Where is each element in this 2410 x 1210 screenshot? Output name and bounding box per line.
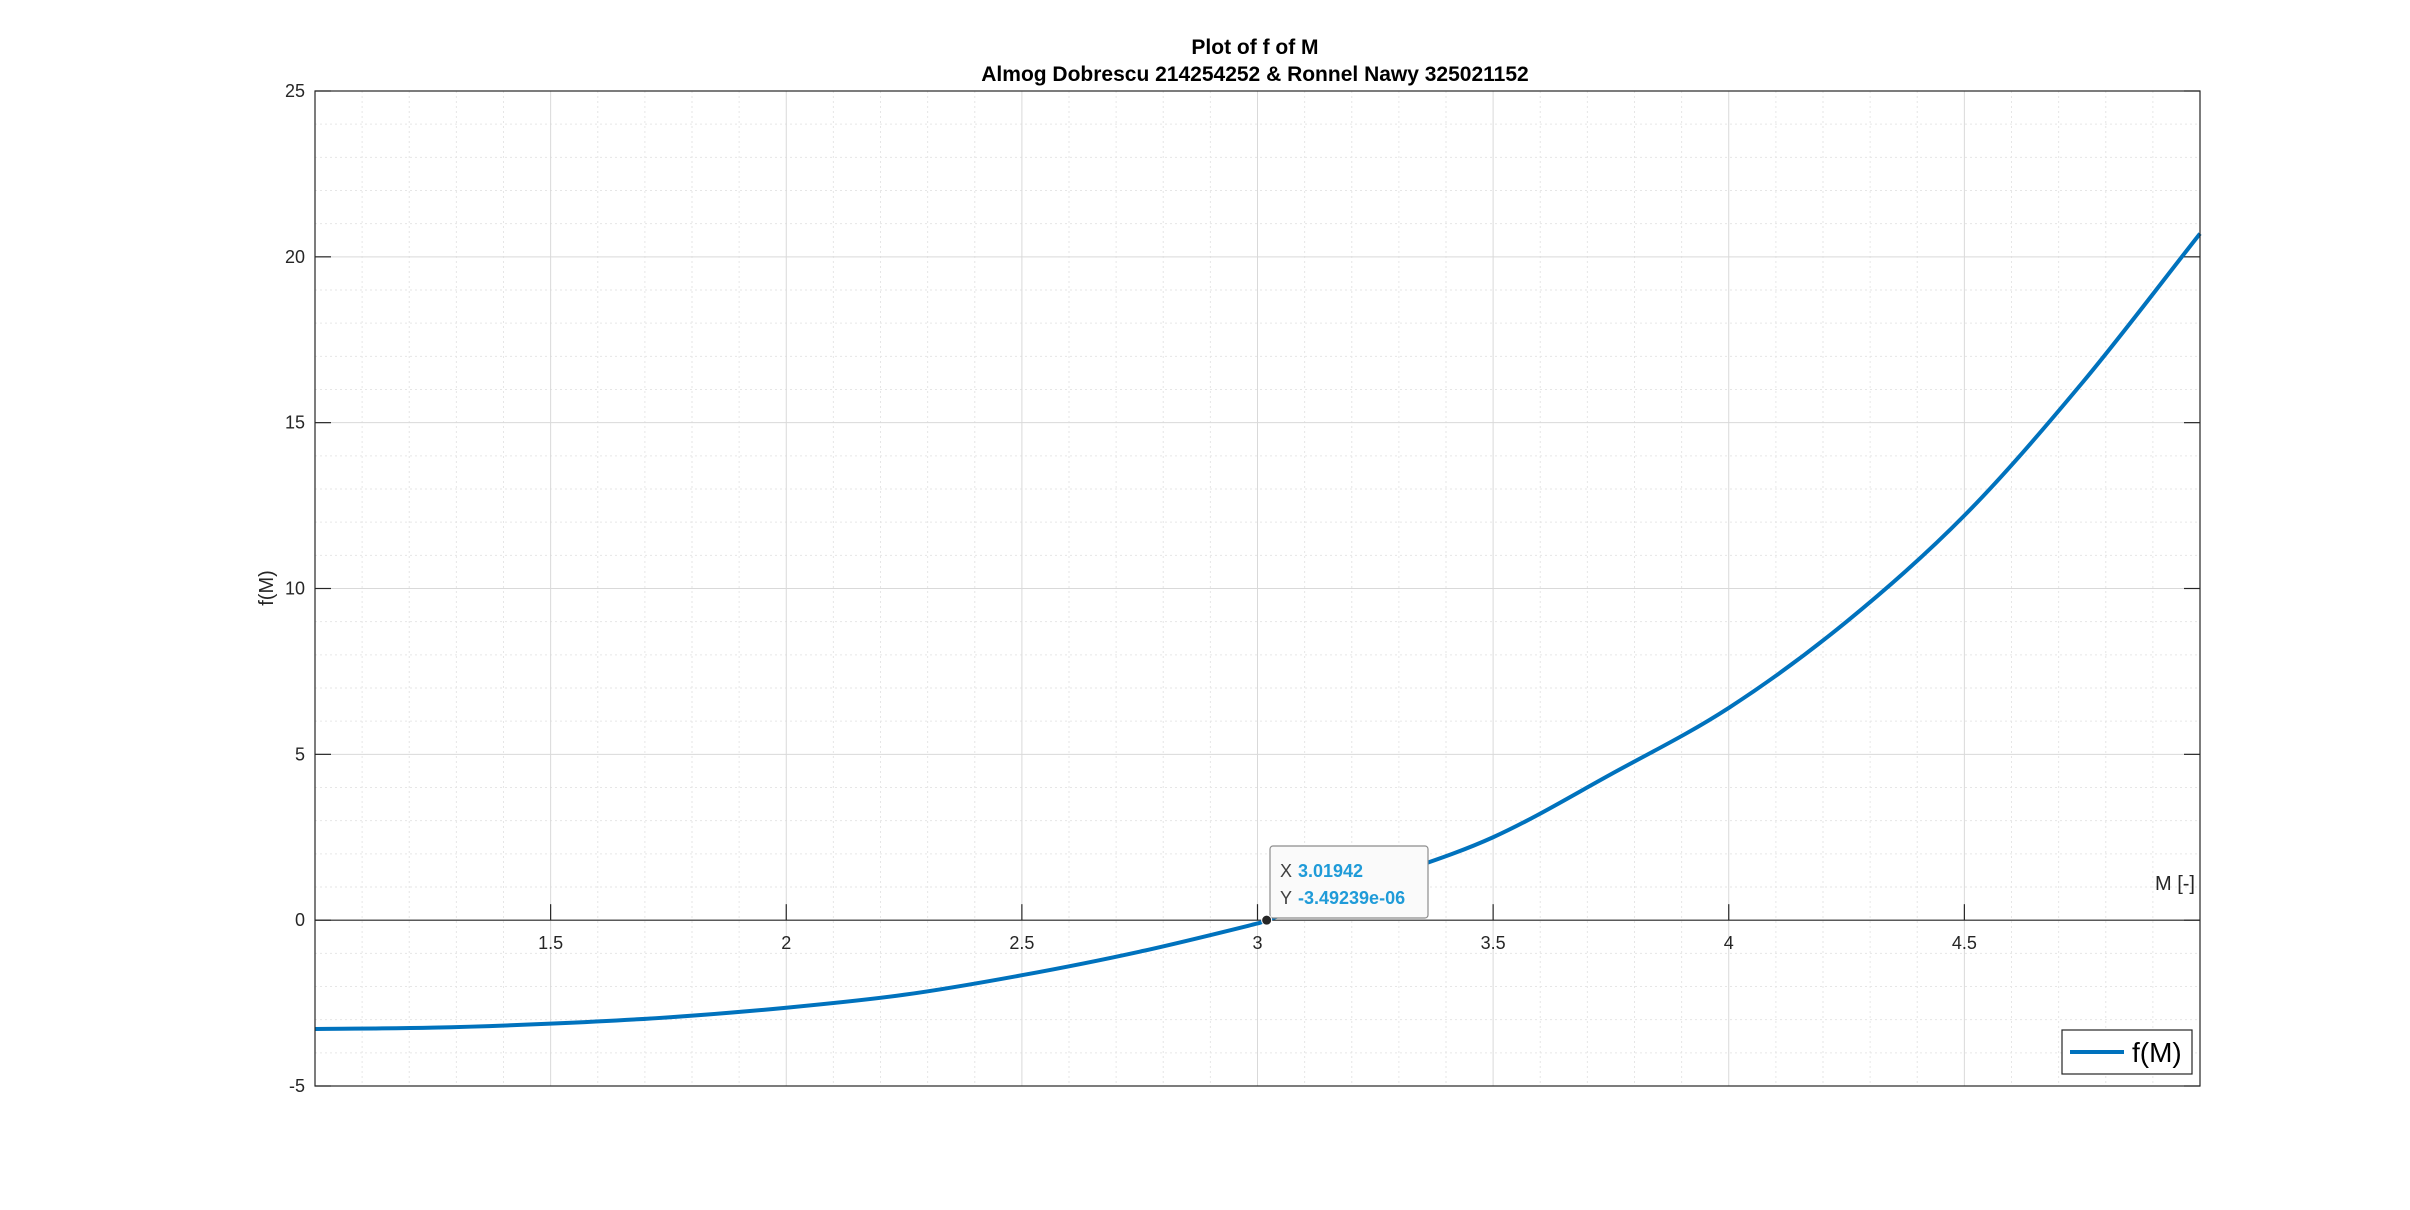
legend-label-f-m: f(M) xyxy=(2132,1037,2182,1068)
chart-subtitle: Almog Dobrescu 214254252 & Ronnel Nawy 3… xyxy=(981,63,1528,86)
x-tick-label: 1.5 xyxy=(538,933,563,953)
y-tick-label: 5 xyxy=(295,744,305,764)
data-tip-x-value: 3.01942 xyxy=(1298,861,1363,881)
x-tick-label: 3 xyxy=(1252,933,1262,953)
data-tip-x-key: X xyxy=(1280,861,1292,881)
data-tip-box xyxy=(1269,845,1429,919)
x-tick-label: 3.5 xyxy=(1481,933,1506,953)
y-tick-label: 25 xyxy=(285,81,305,101)
chart-title: Plot of f of M xyxy=(1191,36,1318,59)
y-axis-ticks: -5 0 5 10 15 20 25 xyxy=(285,81,2200,1096)
data-tip-y-value: -3.49239e-06 xyxy=(1298,888,1405,908)
x-tick-label: 4.5 xyxy=(1952,933,1977,953)
x-axis-label: M [-] xyxy=(2155,873,2195,895)
legend[interactable]: f(M) xyxy=(2061,1029,2193,1075)
plot-area[interactable]: 1.5 2 2.5 3 3.5 4 4.5 -5 0 5 10 15 20 25 xyxy=(285,81,2202,1096)
axes-box xyxy=(314,90,2201,1087)
data-tip[interactable]: X 3.01942 Y -3.49239e-06 xyxy=(1261,845,1429,926)
data-tip-y-key: Y xyxy=(1280,888,1292,908)
data-tip-marker xyxy=(1261,914,1273,926)
x-axis-ticks: 1.5 2 2.5 3 3.5 4 4.5 xyxy=(538,904,1977,953)
y-tick-label: 10 xyxy=(285,579,305,599)
y-tick-label: 0 xyxy=(295,910,305,930)
x-tick-label: 4 xyxy=(1724,933,1734,953)
x-tick-label: 2 xyxy=(781,933,791,953)
y-axis-label: f(M) xyxy=(256,570,278,606)
y-tick-label: -5 xyxy=(289,1076,305,1096)
y-tick-label: 15 xyxy=(285,413,305,433)
y-tick-label: 20 xyxy=(285,247,305,267)
x-tick-label: 2.5 xyxy=(1009,933,1034,953)
